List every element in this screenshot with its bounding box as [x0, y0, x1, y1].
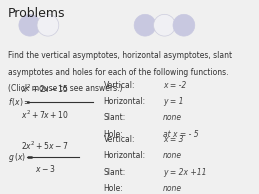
- Text: $x-3$: $x-3$: [35, 163, 55, 174]
- Text: (Click mouse to see answers.): (Click mouse to see answers.): [8, 84, 122, 93]
- Text: none: none: [163, 113, 182, 122]
- Ellipse shape: [37, 14, 59, 36]
- Text: asymptotes and holes for each of the following functions.: asymptotes and holes for each of the fol…: [8, 68, 228, 77]
- Text: x = 3: x = 3: [163, 135, 184, 144]
- Text: $x^2+7x+10$: $x^2+7x+10$: [21, 108, 69, 121]
- Text: $2x^2+5x-7$: $2x^2+5x-7$: [21, 140, 69, 152]
- Text: Horizontal:: Horizontal:: [104, 151, 146, 160]
- Text: y = 1: y = 1: [163, 97, 184, 106]
- Text: y = 2x +11: y = 2x +11: [163, 168, 207, 177]
- Text: Vertical:: Vertical:: [104, 135, 135, 144]
- Text: Hole:: Hole:: [104, 130, 123, 139]
- Text: none: none: [163, 151, 182, 160]
- Ellipse shape: [19, 14, 41, 36]
- Text: Slant:: Slant:: [104, 113, 126, 122]
- Text: none: none: [163, 184, 182, 193]
- Text: $x^2+2x-15$: $x^2+2x-15$: [21, 83, 69, 95]
- Text: Hole:: Hole:: [104, 184, 123, 193]
- Text: Find the vertical asymptotes, horizontal asymptotes, slant: Find the vertical asymptotes, horizontal…: [8, 51, 232, 60]
- Text: Slant:: Slant:: [104, 168, 126, 177]
- Text: Horizontal:: Horizontal:: [104, 97, 146, 106]
- Text: $g\,(x)=$: $g\,(x)=$: [8, 151, 33, 164]
- Ellipse shape: [134, 14, 156, 36]
- Ellipse shape: [154, 14, 175, 36]
- Text: Vertical:: Vertical:: [104, 81, 135, 89]
- Text: $f\,(x)=$: $f\,(x)=$: [8, 96, 31, 108]
- Ellipse shape: [173, 14, 195, 36]
- Text: Problems: Problems: [8, 7, 65, 20]
- Text: x = -2: x = -2: [163, 81, 186, 89]
- Text: at x = - 5: at x = - 5: [163, 130, 199, 139]
